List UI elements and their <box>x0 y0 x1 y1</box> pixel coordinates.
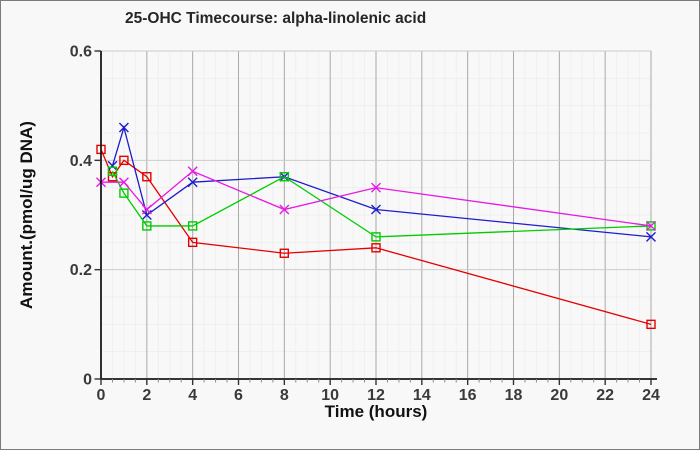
x-tick-label: 4 <box>188 387 197 404</box>
series-4-magenta-marker <box>279 204 290 215</box>
x-tick-label: 12 <box>367 387 385 404</box>
series-3-green-marker <box>142 221 152 231</box>
series-1-red-marker <box>279 248 290 258</box>
series-4-magenta-marker <box>118 177 129 188</box>
series-1-red-marker <box>646 319 656 330</box>
series-4-magenta-marker <box>187 166 198 177</box>
x-axis-label: Time (hours) <box>324 402 428 421</box>
series-1-red-marker <box>142 172 152 182</box>
series-4-magenta-marker <box>646 220 656 231</box>
x-tick-label: 2 <box>142 387 151 404</box>
chart-title: 25-OHC Timecourse: alpha-linolenic acid <box>125 10 427 27</box>
series-3-green-marker <box>107 166 118 176</box>
series-1-red-marker <box>187 237 198 248</box>
series-3-green <box>107 166 656 242</box>
series-2-blue-marker <box>187 177 198 188</box>
series-3-green-marker <box>279 172 290 182</box>
x-tick-label: 18 <box>505 387 523 404</box>
series-4-magenta-marker <box>371 182 381 193</box>
y-tick-label: 0.4 <box>70 153 92 170</box>
x-tick-label: 10 <box>321 387 339 404</box>
series-3-green-line <box>111 170 652 238</box>
series-2-blue-marker <box>646 231 656 242</box>
x-tick-label: 20 <box>550 387 568 404</box>
series-2-blue-marker <box>107 160 118 171</box>
series-2-blue <box>107 122 656 242</box>
series-1-red-marker <box>371 243 381 253</box>
series-3-green-marker <box>187 221 198 231</box>
series-3-green-marker <box>371 232 381 242</box>
x-tick-label: 16 <box>459 387 477 404</box>
x-tick-label: 24 <box>642 387 660 404</box>
x-tick-label: 8 <box>280 387 289 404</box>
series-3-green-marker <box>119 188 129 198</box>
x-tick-label: 6 <box>234 387 243 404</box>
series-2-blue-marker <box>118 122 129 133</box>
x-tick-label: 14 <box>413 387 431 404</box>
x-tick-label: 0 <box>97 387 106 404</box>
series-1-red-marker <box>119 155 129 166</box>
y-tick-label: 0.6 <box>70 44 92 61</box>
series-2-blue-marker <box>371 204 381 215</box>
y-tick-label: 0 <box>83 372 92 389</box>
series-1-red-marker <box>107 172 118 182</box>
y-tick-label: 0.2 <box>70 262 92 279</box>
x-tick-label: 22 <box>596 387 614 404</box>
axes <box>100 51 657 380</box>
series-4-magenta-marker <box>141 204 152 215</box>
